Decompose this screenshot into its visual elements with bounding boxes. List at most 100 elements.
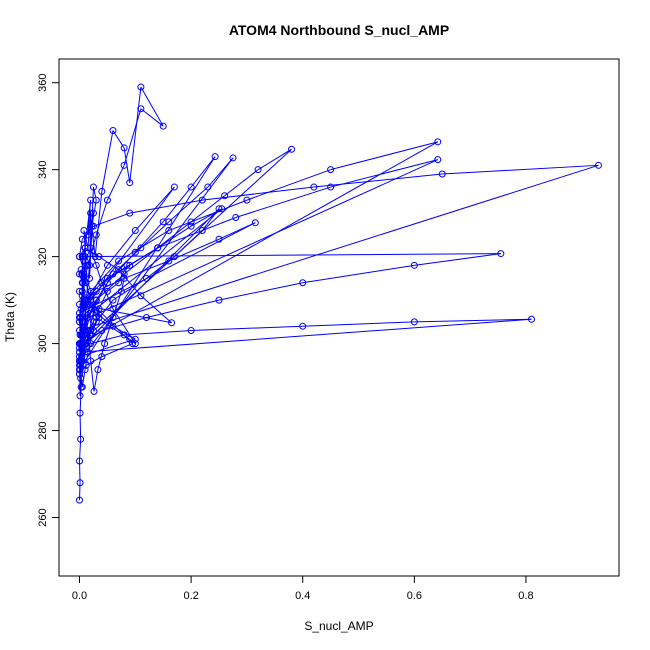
data-point	[229, 154, 237, 162]
data-point	[103, 196, 111, 204]
data-point	[159, 122, 167, 130]
series-segment	[414, 253, 501, 266]
series-segment	[87, 234, 97, 266]
data-point	[120, 274, 128, 282]
data-point	[438, 170, 446, 178]
series-segment	[106, 165, 125, 201]
series-segment	[257, 148, 292, 171]
data-point	[76, 479, 84, 487]
data-point	[434, 138, 442, 146]
series-segment	[101, 130, 114, 192]
data-point	[77, 374, 85, 382]
series-segment	[134, 221, 164, 253]
y-axis: 260 280 300 320 340 360	[37, 74, 60, 527]
data-point	[131, 340, 139, 348]
series-segment	[140, 86, 164, 127]
data-point	[87, 292, 95, 300]
series-segment	[79, 208, 223, 323]
data-point	[78, 318, 86, 326]
data-point	[137, 83, 145, 91]
data-point	[327, 183, 335, 191]
series-segment	[90, 360, 95, 392]
data-point	[81, 257, 89, 265]
data-point	[76, 348, 83, 356]
series-segment	[218, 282, 303, 301]
y-tick-label: 260	[37, 508, 49, 526]
data-point	[101, 340, 109, 348]
data-point	[120, 331, 128, 339]
series-segment	[330, 159, 438, 188]
data-point	[84, 348, 92, 356]
data-point	[76, 409, 84, 417]
data-point	[94, 366, 102, 374]
data-point	[77, 314, 85, 321]
data-point	[76, 366, 84, 374]
data-point	[103, 287, 111, 295]
data-point	[410, 261, 418, 269]
data-point	[78, 287, 86, 295]
data-point	[78, 353, 86, 361]
data-point	[76, 287, 83, 295]
data-point	[434, 156, 442, 164]
data-point	[131, 227, 139, 235]
data-point	[109, 322, 117, 330]
series-segment	[118, 269, 142, 297]
series-segment	[90, 334, 125, 345]
data-point	[117, 287, 125, 295]
data-point	[103, 261, 111, 269]
x-axis: 0.0 0.2 0.4 0.6 0.8	[72, 575, 534, 602]
series-segment	[442, 164, 599, 175]
data-point	[165, 218, 173, 226]
y-tick-label: 320	[37, 247, 49, 265]
series-segment	[79, 156, 216, 370]
data-point	[79, 253, 87, 261]
data-point	[87, 327, 95, 335]
data-point	[84, 244, 92, 252]
data-point	[91, 253, 99, 261]
data-point	[218, 205, 226, 213]
data-point	[211, 153, 219, 161]
data-point	[126, 209, 134, 217]
y-tick-label: 280	[37, 421, 49, 439]
series-segment	[224, 169, 259, 197]
data-point	[410, 318, 418, 326]
data-point	[243, 196, 251, 204]
series-layer	[76, 83, 602, 504]
series-segment	[123, 247, 158, 275]
data-point	[187, 183, 195, 191]
series-segment	[146, 299, 220, 318]
data-point	[89, 183, 97, 191]
data-point	[170, 183, 178, 191]
series-segment	[79, 413, 82, 440]
series-segment	[157, 221, 192, 249]
series-segment	[79, 460, 81, 483]
data-point	[232, 213, 240, 221]
series-segment	[140, 221, 170, 249]
data-point	[187, 222, 195, 230]
series-segment	[92, 308, 100, 331]
data-point	[98, 327, 106, 335]
data-point	[221, 192, 229, 200]
data-point	[79, 296, 87, 304]
data-point	[154, 244, 162, 252]
series-segment	[92, 186, 97, 201]
data-point	[187, 218, 195, 226]
series-segment	[330, 141, 438, 171]
data-point	[78, 279, 86, 287]
series-segment	[157, 217, 236, 249]
data-point	[78, 270, 86, 278]
series-segment	[168, 238, 220, 262]
series-segment	[96, 277, 125, 292]
data-point	[76, 496, 83, 504]
data-point	[142, 274, 150, 282]
data-point	[78, 344, 86, 352]
data-point	[76, 357, 83, 365]
data-point	[198, 227, 206, 235]
data-point	[77, 435, 85, 443]
data-point	[95, 253, 103, 261]
data-point	[198, 196, 206, 204]
series-segment	[79, 253, 501, 258]
data-point	[81, 296, 89, 304]
data-point	[299, 279, 307, 287]
series-segment	[123, 260, 169, 279]
